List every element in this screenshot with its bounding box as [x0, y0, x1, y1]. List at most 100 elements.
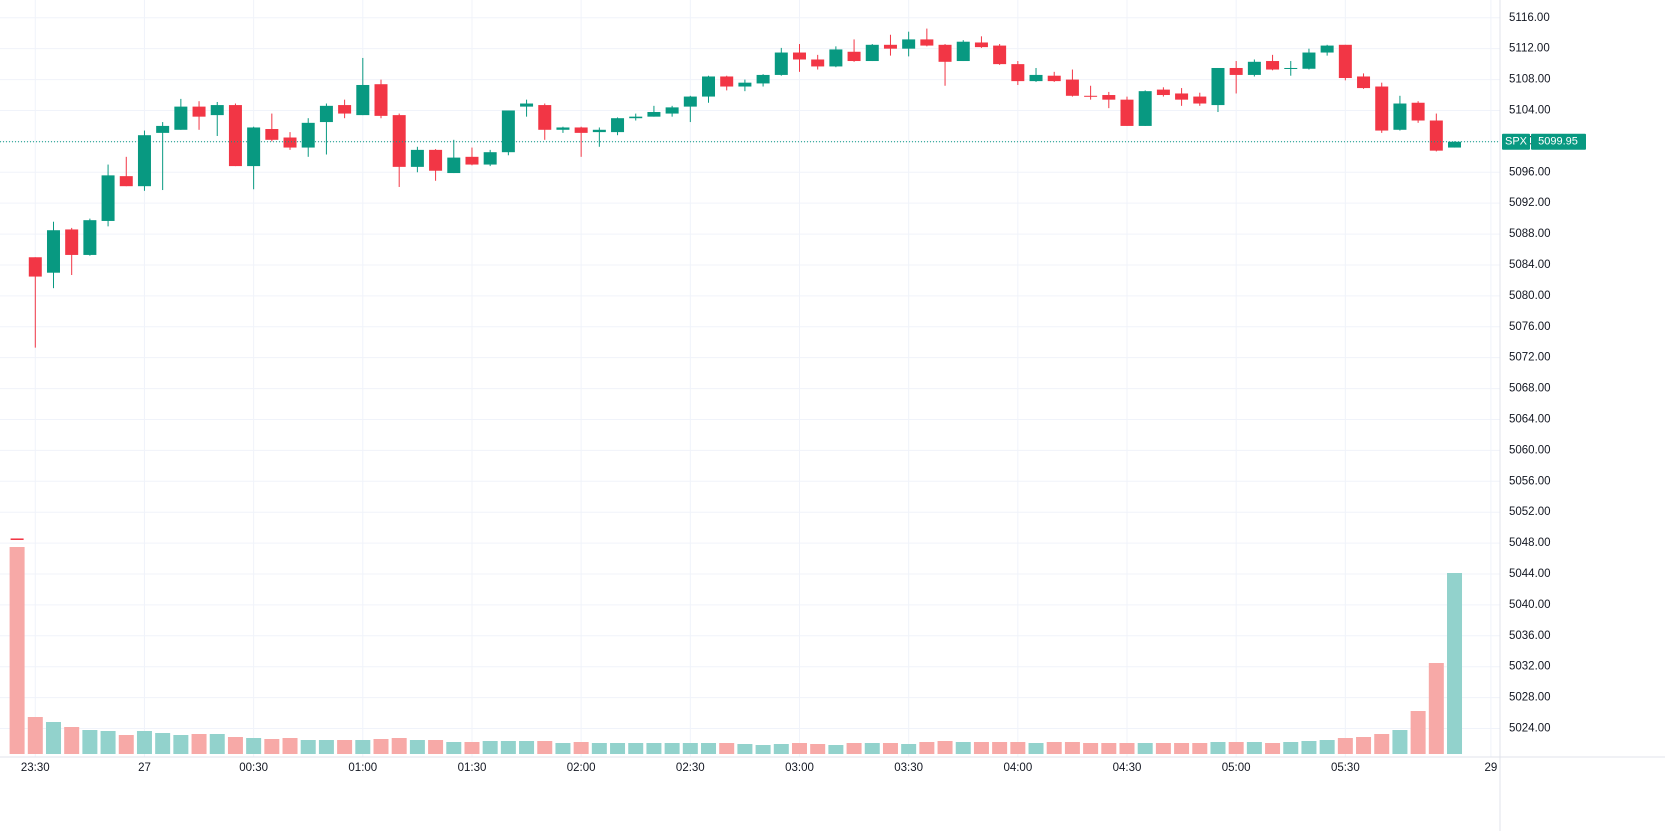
candle-body [647, 112, 661, 117]
volume-bar [209, 734, 225, 754]
volume-bar [628, 743, 644, 754]
y-tick-label: 5064.00 [1509, 414, 1551, 426]
volume-bar [82, 730, 98, 754]
volume-bar [1010, 742, 1026, 754]
volume-bar [1228, 742, 1244, 754]
candle-body [28, 257, 42, 277]
volume-bar [1283, 742, 1299, 754]
volume-bar [646, 743, 662, 754]
volume-bar [937, 741, 953, 754]
volume-bar [992, 742, 1008, 754]
x-tick-label: 05:30 [1331, 762, 1360, 774]
volume-bar [409, 740, 425, 754]
candle-body [65, 229, 79, 255]
candle-body [702, 76, 716, 97]
candle-body [465, 156, 479, 165]
candle-body [956, 41, 970, 62]
volume-bar [1265, 743, 1281, 754]
candle-body [611, 118, 625, 133]
candle-body [338, 105, 352, 114]
last-price-symbol: SPX [1505, 136, 1528, 148]
volume-bar [1137, 743, 1153, 754]
volume-bar [864, 743, 880, 754]
volume-bar [500, 741, 516, 754]
volume-bar [1337, 738, 1353, 754]
candle-body [447, 157, 461, 174]
volume-bar [227, 737, 243, 754]
last-price-value: 5099.95 [1538, 136, 1578, 148]
volume-bar [1046, 742, 1062, 754]
candle-body [883, 44, 897, 49]
volume-bar [810, 744, 826, 754]
volume-bar [519, 741, 535, 754]
candle-body [1266, 61, 1280, 70]
volume-bar [446, 742, 462, 754]
volume-bar [1192, 743, 1208, 754]
x-tick-label: 27 [138, 762, 151, 774]
candle-body [1411, 102, 1425, 121]
y-tick-label: 5032.00 [1509, 661, 1551, 673]
y-tick-label: 5060.00 [1509, 444, 1551, 456]
candle-body [1175, 93, 1189, 100]
y-tick-label: 5092.00 [1509, 197, 1551, 209]
candle-body [1211, 67, 1225, 106]
volume-bar [1356, 737, 1372, 754]
y-tick-label: 5088.00 [1509, 228, 1551, 240]
candle-body [592, 129, 606, 133]
volume-bar [537, 741, 553, 754]
candle-body [228, 105, 242, 167]
volume-bar [1447, 573, 1463, 754]
y-tick-label: 5080.00 [1509, 290, 1551, 302]
candle-body [83, 220, 97, 255]
volume-bar [1246, 742, 1262, 754]
volume-bar [573, 742, 589, 754]
y-tick-label: 5104.00 [1509, 105, 1551, 117]
y-tick-label: 5044.00 [1509, 568, 1551, 580]
candle-body [137, 135, 151, 187]
candle-body [1320, 45, 1334, 53]
y-tick-label: 5056.00 [1509, 475, 1551, 487]
candle-body [847, 51, 861, 62]
volume-bar [1319, 740, 1335, 754]
candle-body [1375, 86, 1389, 131]
volume-bar [155, 733, 171, 754]
x-tick-label: 02:00 [567, 762, 596, 774]
volume-bar [1119, 743, 1135, 754]
y-tick-label: 5084.00 [1509, 259, 1551, 271]
candle-body [119, 176, 133, 187]
volume-bar [1210, 742, 1226, 754]
volume-bar [27, 717, 43, 754]
candle-body [774, 52, 788, 75]
volume-bar [555, 743, 571, 754]
y-tick-label: 5048.00 [1509, 537, 1551, 549]
candle-body [665, 107, 679, 114]
candle-body [1448, 141, 1462, 148]
candle-body [247, 127, 261, 167]
candle-body [574, 127, 588, 133]
volume-bar [282, 738, 298, 754]
candle-body [429, 149, 443, 171]
x-tick-label: 00:30 [239, 762, 268, 774]
volume-bar [1174, 743, 1190, 754]
x-tick-label: 03:30 [894, 762, 923, 774]
candle-body [1284, 67, 1298, 69]
volume-bar [846, 743, 862, 754]
candle-body [410, 149, 424, 167]
volume-bar [246, 738, 262, 754]
volume-bar [664, 743, 680, 754]
candle-body [1029, 74, 1043, 82]
y-tick-label: 5068.00 [1509, 383, 1551, 395]
candle-body [1193, 96, 1207, 104]
y-tick-label: 5096.00 [1509, 166, 1551, 178]
candle-body [210, 105, 224, 116]
candle-body [520, 103, 534, 107]
volume-bar [1392, 730, 1408, 754]
volume-bar [1064, 742, 1080, 754]
y-tick-label: 5028.00 [1509, 692, 1551, 704]
candle-body [1102, 95, 1116, 100]
volume-bar [755, 745, 771, 754]
candle-body [720, 76, 734, 87]
